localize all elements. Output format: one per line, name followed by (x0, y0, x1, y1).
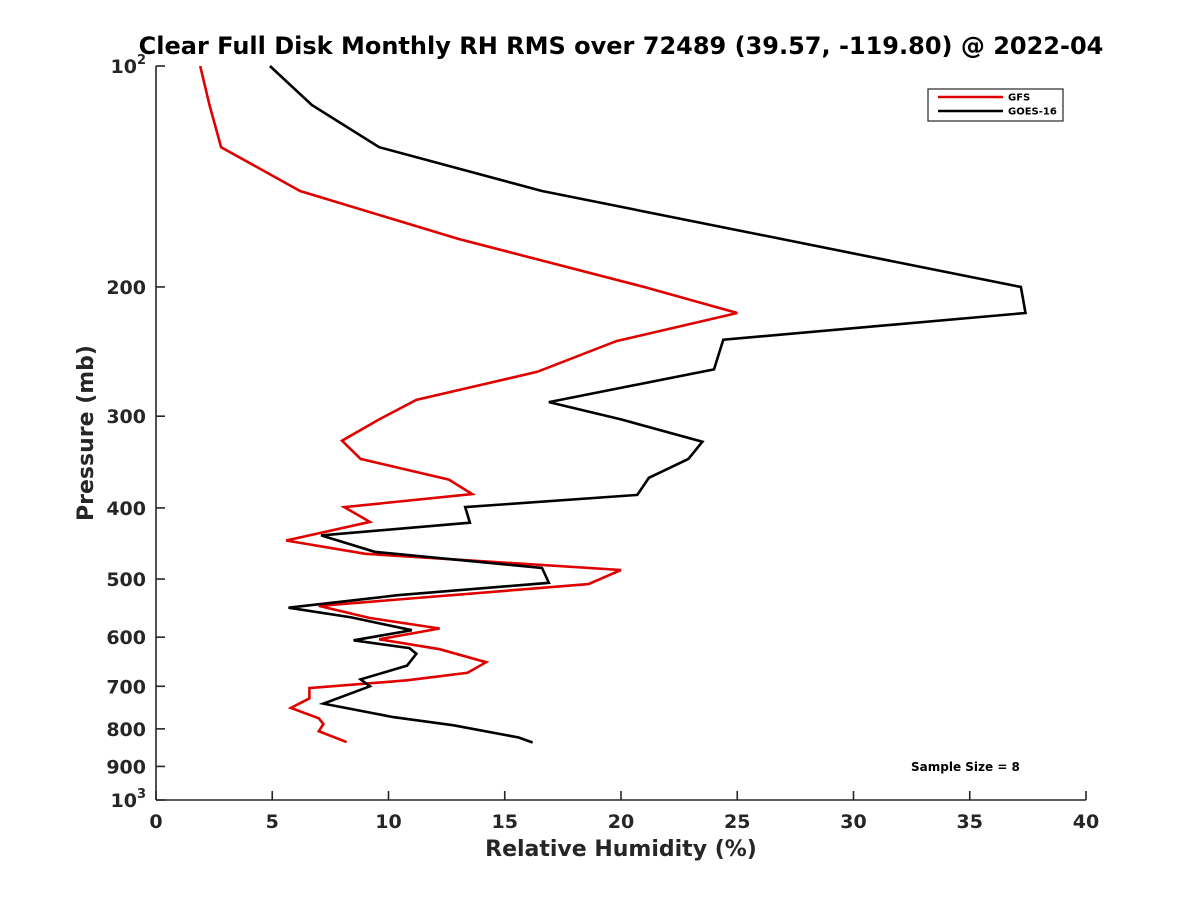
series-line-goes-16 (269, 65, 1028, 744)
legend: GFS GOES-16 (927, 88, 1064, 122)
y-ticks: 102 200 300 400 500 600 700 800 900 103 (106, 53, 165, 812)
x-tick-label: 0 (149, 811, 162, 833)
x-tick-label: 5 (266, 811, 279, 833)
x-tick-label: 10 (375, 811, 401, 833)
x-axis-title: Relative Humidity (%) (485, 837, 757, 862)
sample-size-annotation: Sample Size = 8 (911, 760, 1020, 774)
y-tick-label: 300 (106, 406, 146, 428)
legend-label-gfs: GFS (1008, 93, 1030, 104)
x-tick-label: 20 (608, 811, 634, 833)
x-tick-label: 40 (1073, 811, 1099, 833)
y-tick-label: 800 (106, 719, 146, 741)
y-axis-title: Pressure (mb) (74, 345, 99, 521)
y-tick-label: 500 (106, 569, 146, 591)
y-tick-label: 900 (106, 756, 146, 778)
x-tick-label: 15 (492, 811, 518, 833)
x-ticks: 0 5 10 15 20 25 30 35 40 (149, 791, 1099, 833)
chart-title: Clear Full Disk Monthly RH RMS over 7248… (139, 32, 1104, 60)
legend-label-goes-16: GOES-16 (1008, 107, 1057, 118)
series-layer (198, 65, 1028, 744)
y-tick-label: 600 (106, 627, 146, 649)
series-line-gfs (198, 65, 738, 744)
y-tick-label: 400 (106, 498, 146, 520)
y-tick-label: 700 (106, 676, 146, 698)
y-tick-label: 102 (111, 53, 147, 78)
y-tick-label: 103 (111, 787, 147, 812)
x-tick-label: 25 (724, 811, 750, 833)
y-tick-label: 200 (106, 277, 146, 299)
x-tick-label: 35 (957, 811, 983, 833)
x-tick-label: 30 (840, 811, 866, 833)
legend-box (927, 88, 1064, 122)
